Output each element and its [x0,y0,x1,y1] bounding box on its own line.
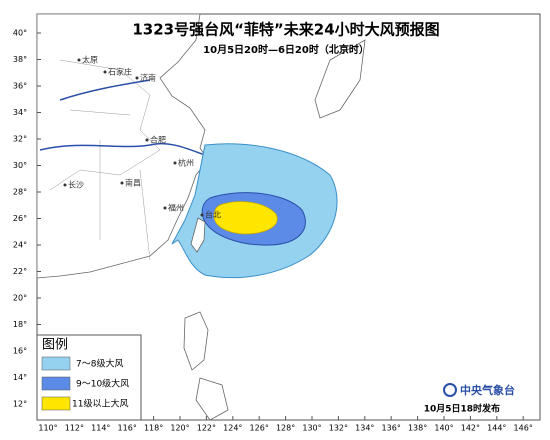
lon-label: 138° [408,424,427,433]
wind-zone-11-plus [213,201,278,235]
lon-label: 142° [461,424,480,433]
agency-logo [443,383,457,397]
lon-label: 134° [355,424,374,433]
lon-label: 122° [197,424,216,433]
city-dot [77,58,81,62]
city-label: 台北 [205,210,221,220]
city-label: 济南 [140,73,156,83]
lon-label: 136° [382,424,401,433]
city-label: 福州 [168,204,184,213]
city-dot [63,183,67,187]
agency-name: 中央气象台 [460,383,515,397]
map-subtitle: 10月5日20时—6日20时（北京时） [203,43,369,56]
taiwan [190,217,206,253]
legend-label: 9～10级大风 [76,378,129,390]
lat-label: 34° [13,108,27,117]
lon-label: 114° [91,424,110,433]
lat-label: 18° [13,320,27,329]
lon-label: 126° [250,424,269,433]
city-label: 长沙 [68,180,84,190]
province-borders [49,59,161,261]
rivers [39,79,206,156]
city-label: 杭州 [178,158,194,168]
lon-label: 124° [223,424,242,433]
lon-label: 118° [144,424,163,433]
city-dot [200,213,204,217]
lat-label: 14° [13,373,27,382]
lat-label: 16° [13,347,27,356]
lat-label: 26° [13,214,27,223]
city-label: 石家庄 [108,67,132,77]
lon-label: 130° [302,424,321,433]
city-dot [163,206,167,210]
city-label: 南昌 [125,178,141,188]
lon-label: 112° [65,424,84,433]
lat-label: 36° [13,82,27,91]
japan-korea [314,39,366,119]
lat-label: 20° [13,294,27,303]
lon-label: 144° [487,424,506,433]
lat-label: 12° [13,400,27,409]
legend-swatch [41,356,71,371]
lon-label: 132° [329,424,348,433]
lat-label: 38° [13,55,27,64]
lon-label: 128° [276,424,295,433]
city-label: 太原 [82,55,98,65]
lat-label: 32° [13,135,27,144]
legend-swatch [41,396,71,411]
lon-label: 116° [118,424,137,433]
graticule-labels: 40° 38° 36° 34° 32° 30° 28° 26° 24° 22° 20° 18° 16° 1… [13,29,533,433]
city-dot [103,70,107,74]
legend-swatch [41,376,71,391]
city-dot [145,138,149,142]
legend-label: 7～8级大风 [76,358,123,370]
lon-label: 140° [434,424,453,433]
legend-title: 图例 [42,338,68,353]
lat-label: 40° [13,29,27,38]
lat-label: 24° [13,241,27,250]
lon-label: 110° [38,424,57,433]
legend-label: 11级以上大风 [72,398,128,410]
city-dot [120,181,124,185]
lon-label: 120° [170,424,189,433]
lat-label: 28° [13,188,27,197]
city-label: 合肥 [150,135,166,145]
city-dot [173,161,177,165]
lon-label: 146° [514,424,533,433]
lat-label: 22° [13,267,27,276]
issue-time: 10月5日18时发布 [424,403,500,415]
map-title: 1323号强台风“菲特”未来24小时大风预报图 [132,21,439,39]
lat-label: 30° [13,161,27,170]
city-dot [135,76,139,80]
philippines [183,311,229,421]
